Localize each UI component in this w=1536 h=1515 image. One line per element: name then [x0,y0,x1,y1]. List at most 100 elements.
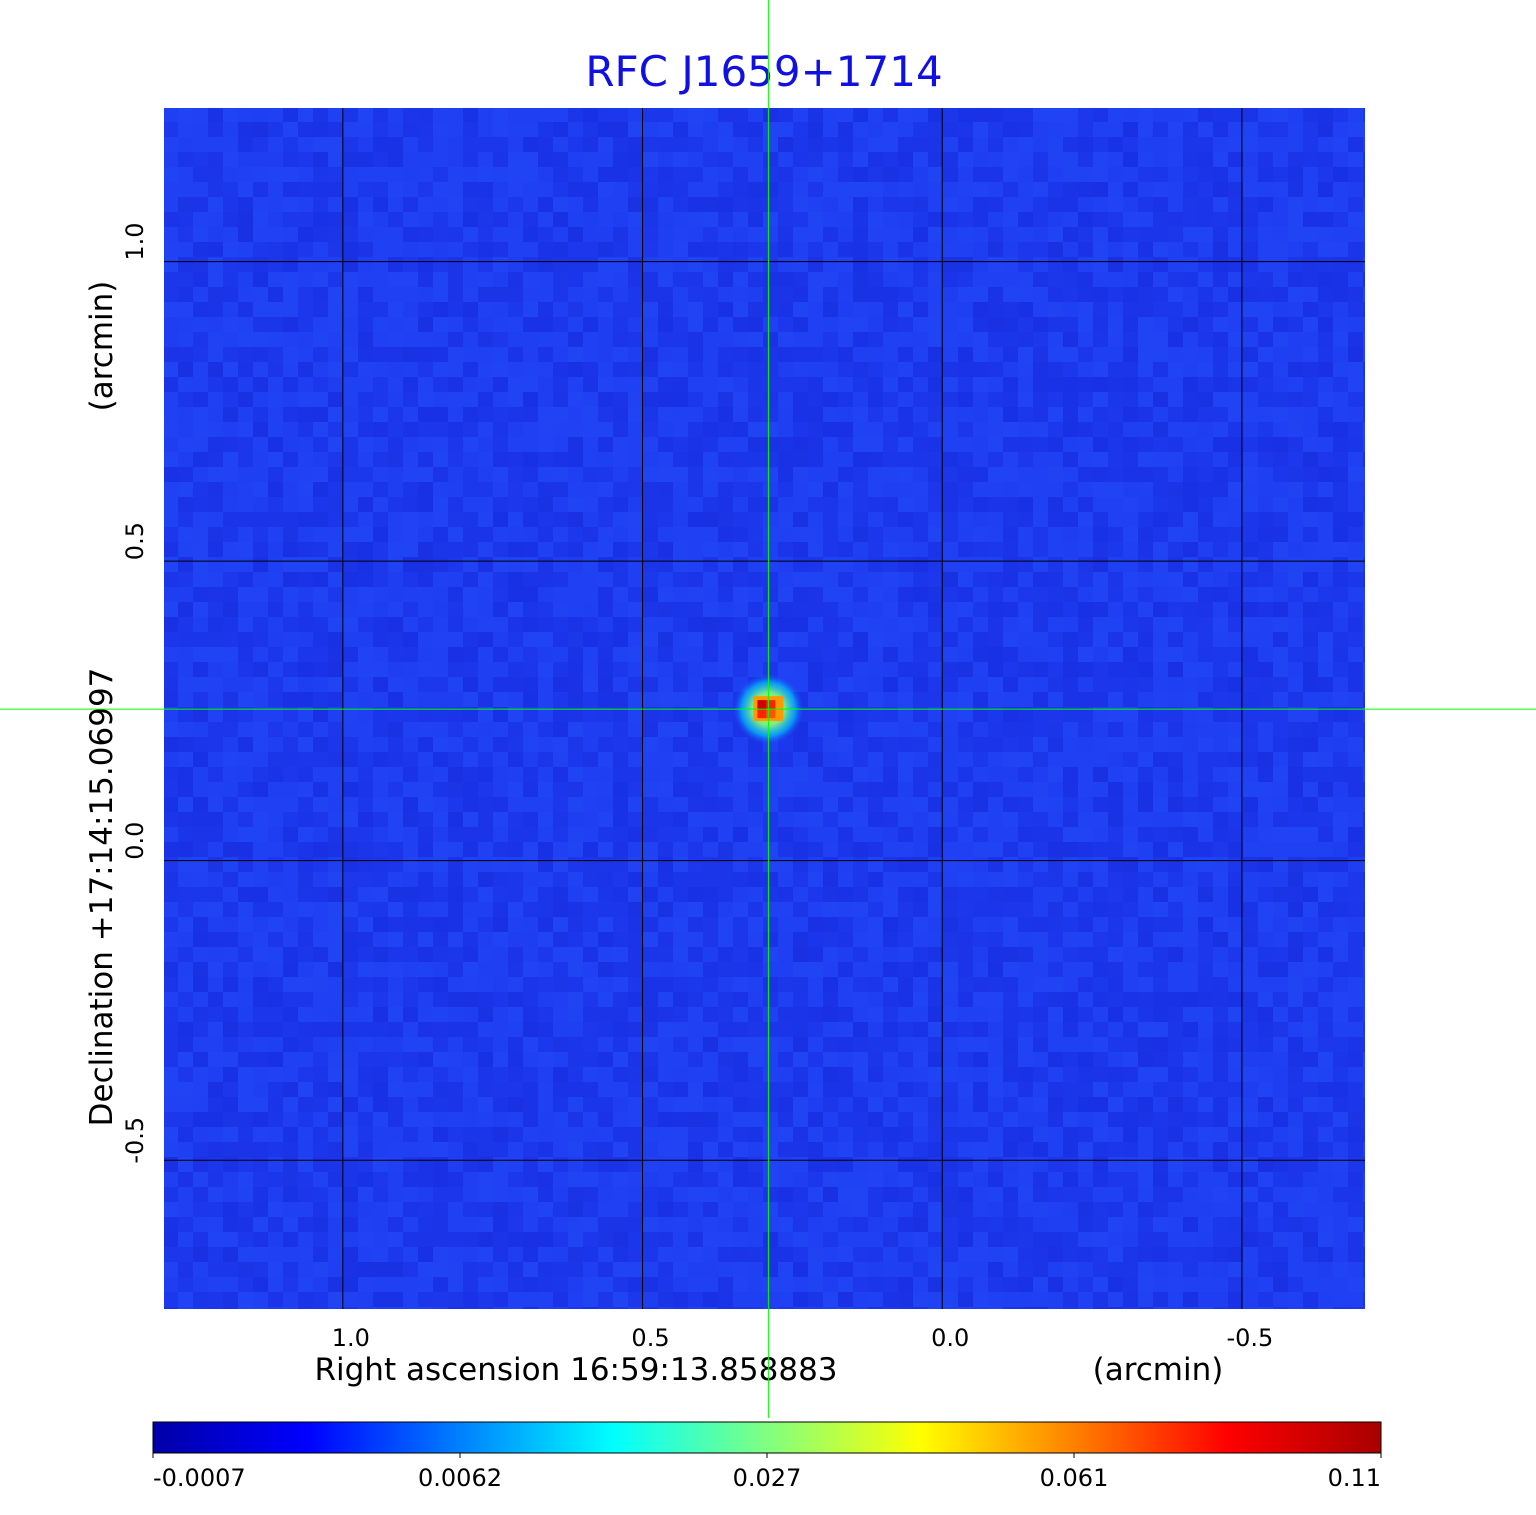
noise-cell [808,617,823,632]
noise-cell [883,752,898,767]
noise-cell [718,377,733,392]
noise-cell [433,392,448,407]
noise-cell [1108,632,1123,647]
noise-cell [1123,347,1138,362]
noise-cell [718,752,733,767]
noise-cell [1198,632,1213,647]
noise-cell [1138,197,1153,212]
noise-cell [883,1007,898,1022]
noise-cell [1138,977,1153,992]
noise-cell [778,167,793,182]
noise-cell [778,272,793,287]
noise-cell [913,1022,928,1037]
noise-cell [628,332,643,347]
noise-cell [1063,257,1078,272]
noise-cell [268,527,283,542]
noise-cell [463,947,478,962]
noise-cell [1258,287,1273,302]
noise-cell [1213,362,1228,377]
noise-cell [928,662,943,677]
noise-cell [823,677,838,692]
noise-cell [313,182,328,197]
noise-cell [223,287,238,302]
noise-cell [1063,812,1078,827]
noise-cell [1273,527,1288,542]
noise-cell [718,767,733,782]
noise-cell [1303,767,1318,782]
noise-cell [1318,377,1333,392]
noise-cell [313,1022,328,1037]
noise-cell [1093,722,1108,737]
noise-cell [1018,572,1033,587]
noise-cell [838,797,853,812]
noise-cell [1108,677,1123,692]
noise-cell [1048,512,1063,527]
noise-cell [1063,1007,1078,1022]
noise-cell [643,812,658,827]
noise-cell [928,692,943,707]
noise-cell [1213,107,1228,122]
noise-cell [433,467,448,482]
noise-cell [508,452,523,467]
noise-cell [553,692,568,707]
noise-cell [1363,737,1366,752]
noise-cell [328,302,343,317]
noise-cell [1258,872,1273,887]
noise-cell [1333,872,1348,887]
noise-cell [1363,137,1366,152]
noise-cell [493,587,508,602]
noise-cell [418,137,433,152]
noise-cell [568,302,583,317]
noise-cell [178,197,193,212]
noise-cell [613,587,628,602]
noise-cell [1258,737,1273,752]
noise-cell [913,122,928,137]
noise-cell [328,197,343,212]
noise-cell [1078,167,1093,182]
noise-cell [1048,662,1063,677]
noise-cell [493,752,508,767]
noise-cell [1018,1007,1033,1022]
noise-cell [988,242,1003,257]
noise-cell [163,872,178,887]
noise-cell [1228,872,1243,887]
noise-cell [748,662,763,677]
noise-cell [613,602,628,617]
noise-cell [163,317,178,332]
noise-cell [208,887,223,902]
noise-cell [1138,287,1153,302]
noise-cell [1228,437,1243,452]
noise-cell [1138,317,1153,332]
noise-cell [703,677,718,692]
noise-cell [1243,1007,1258,1022]
noise-cell [733,197,748,212]
noise-cell [523,647,538,662]
noise-cell [703,647,718,662]
noise-cell [193,182,208,197]
noise-cell [598,917,613,932]
noise-cell [508,167,523,182]
noise-cell [838,377,853,392]
noise-cell [1048,797,1063,812]
noise-cell [1363,452,1366,467]
noise-cell [1288,947,1303,962]
noise-cell [823,992,838,1007]
noise-cell [1018,812,1033,827]
noise-cell [1303,872,1318,887]
noise-cell [1288,782,1303,797]
noise-cell [658,722,673,737]
noise-cell [538,437,553,452]
noise-cell [1213,842,1228,857]
noise-cell [1183,812,1198,827]
noise-cell [973,812,988,827]
noise-cell [883,257,898,272]
noise-cell [793,107,808,122]
noise-cell [208,857,223,872]
noise-cell [538,152,553,167]
noise-cell [358,107,373,122]
noise-cell [808,482,823,497]
noise-cell [418,242,433,257]
noise-cell [1213,137,1228,152]
noise-cell [883,452,898,467]
noise-cell [853,572,868,587]
